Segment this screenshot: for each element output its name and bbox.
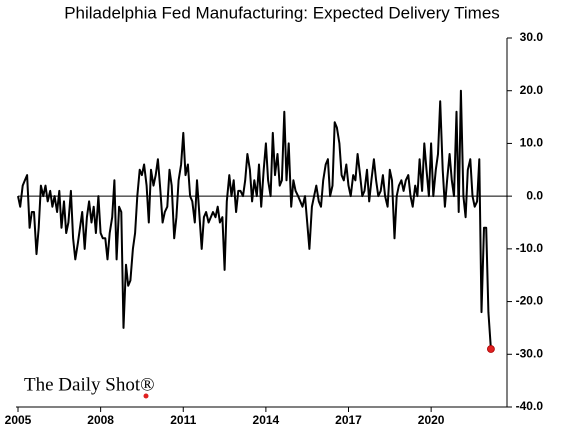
x-tick-label: 2014 — [253, 413, 280, 427]
last-point — [487, 345, 495, 353]
x-tick-label: 2011 — [170, 413, 196, 427]
y-tick-label: -10.0 — [516, 241, 544, 255]
y-tick-label: 0.0 — [526, 188, 543, 202]
series-line — [17, 89, 492, 350]
x-tick-label: 2017 — [335, 413, 362, 427]
x-tick-label: 2020 — [418, 413, 445, 427]
y-tick-label: -30.0 — [516, 346, 544, 360]
logo-dot — [143, 393, 149, 399]
y-tick-label: 30.0 — [520, 30, 544, 44]
y-tick-label: -40.0 — [516, 399, 544, 413]
x-tick-label: 2008 — [87, 413, 114, 427]
y-tick-label: 20.0 — [520, 83, 544, 97]
y-tick-label: -20.0 — [516, 294, 544, 308]
y-tick-label: 10.0 — [520, 136, 544, 150]
logo: The Daily Shot® — [24, 374, 155, 395]
x-tick-label: 2005 — [5, 413, 32, 427]
chart-title: Philadelphia Fed Manufacturing: Expected… — [64, 3, 500, 22]
